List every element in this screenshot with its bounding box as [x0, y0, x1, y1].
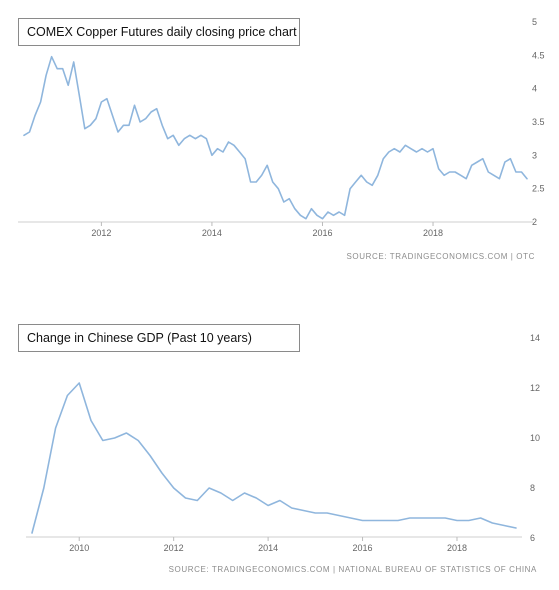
- copper-chart-source: SOURCE: TRADINGECONOMICS.COM | OTC: [346, 252, 535, 261]
- y-tick-label: 2: [532, 217, 537, 227]
- y-tick-label: 14: [530, 333, 540, 343]
- y-tick-label: 4.5: [532, 50, 545, 60]
- x-tick-label: 2018: [423, 228, 443, 238]
- y-tick-label: 4: [532, 84, 537, 94]
- y-tick-label: 2.5: [532, 184, 545, 194]
- y-tick-label: 3.5: [532, 117, 545, 127]
- gdp-chart-source: SOURCE: TRADINGECONOMICS.COM | NATIONAL …: [168, 565, 537, 574]
- y-tick-label: 6: [530, 533, 535, 543]
- x-tick-label: 2010: [69, 543, 89, 553]
- gdp-chart-title: Change in Chinese GDP (Past 10 years): [18, 324, 300, 352]
- x-tick-label: 2016: [353, 543, 373, 553]
- copper-chart-title: COMEX Copper Futures daily closing price…: [18, 18, 300, 46]
- x-tick-label: 2014: [202, 228, 222, 238]
- y-tick-label: 10: [530, 433, 540, 443]
- y-tick-label: 12: [530, 383, 540, 393]
- series-line: [23, 55, 528, 220]
- x-tick-label: 2012: [91, 228, 111, 238]
- copper-price-chart: 2012 2014 2016 2018 2 2.5 3 3.5 4 4.5 5: [18, 17, 545, 238]
- series-line: [31, 382, 517, 534]
- y-tick-label: 8: [530, 483, 535, 493]
- x-tick-label: 2016: [312, 228, 332, 238]
- x-tick-label: 2012: [164, 543, 184, 553]
- x-tick-label: 2014: [258, 543, 278, 553]
- y-tick-label: 5: [532, 17, 537, 27]
- x-tick-label: 2018: [447, 543, 467, 553]
- china-gdp-chart: 2010 2012 2014 2016 2018 6 8 10 12 14: [26, 333, 540, 553]
- y-tick-label: 3: [532, 150, 537, 160]
